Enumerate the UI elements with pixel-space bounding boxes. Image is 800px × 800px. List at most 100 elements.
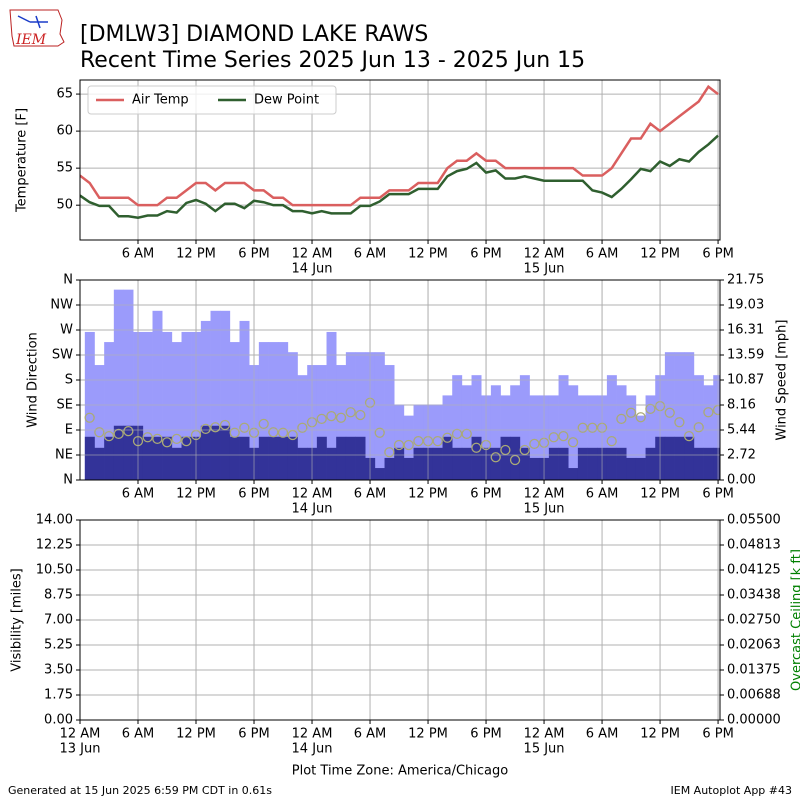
bar <box>200 425 211 480</box>
y-tick-label: 14.00 <box>36 513 73 528</box>
y-tick-label: 50 <box>56 198 73 213</box>
y-tick-label: 65 <box>56 87 73 102</box>
bar <box>316 436 327 480</box>
bar <box>152 310 163 480</box>
bar <box>123 289 134 480</box>
plot-frame <box>79 279 721 481</box>
direction-point <box>171 433 182 445</box>
bar <box>220 425 231 480</box>
bar <box>461 447 472 480</box>
y-tick-label: E <box>65 423 73 438</box>
bar <box>403 415 414 480</box>
y2-axis-label: Overcast Ceiling [k ft] <box>790 549 800 691</box>
legend-label: Dew Point <box>254 93 319 108</box>
y2-tick-label: 0.04813 <box>727 538 781 553</box>
direction-point <box>451 428 463 440</box>
bar <box>413 447 424 480</box>
bar <box>674 436 685 480</box>
y-tick-label: NE <box>55 448 73 463</box>
y-axis-label: Visibility [miles] <box>10 568 25 671</box>
bar <box>142 436 153 480</box>
direction-point <box>123 425 134 437</box>
bar <box>345 436 356 480</box>
title: [DMLW3] DIAMOND LAKE RAWS <box>80 22 428 47</box>
x-tick-label: 12 AM <box>524 487 565 502</box>
bar <box>500 436 511 480</box>
x-tick-label: 6 PM <box>702 247 733 262</box>
bar <box>432 447 443 480</box>
bar <box>278 436 289 480</box>
bar <box>258 436 269 480</box>
x-tick-label: 6 AM <box>586 487 619 502</box>
direction-point <box>442 432 453 443</box>
x-tick-label: 6 PM <box>470 247 501 262</box>
bar <box>432 404 443 480</box>
bar <box>152 436 163 480</box>
y-tick-label: NW <box>50 298 73 313</box>
y-tick-label: 12.25 <box>36 538 73 553</box>
direction-point <box>268 427 279 438</box>
bar <box>548 447 559 480</box>
line-series <box>80 134 719 220</box>
bar <box>664 436 675 480</box>
y-tick-label: N <box>63 273 73 288</box>
x-tick-label: 6 AM <box>354 727 387 742</box>
y-tick-label: S <box>65 373 73 388</box>
bar <box>510 385 521 480</box>
y2-tick-label: 2.72 <box>727 448 756 463</box>
bar <box>606 447 617 480</box>
y2-tick-label: 0.03438 <box>727 588 781 603</box>
bar <box>452 447 463 480</box>
bar <box>635 457 646 480</box>
y-tick-label: N <box>63 473 73 488</box>
bar <box>239 320 250 480</box>
y2-tick-label: 0.04125 <box>727 563 781 578</box>
x-tick-label: 6 AM <box>586 727 619 742</box>
bar <box>645 395 656 480</box>
bar <box>181 331 192 480</box>
direction-point <box>200 423 211 435</box>
direction-point <box>635 412 646 423</box>
bar <box>413 404 424 480</box>
direction-point <box>239 422 250 433</box>
direction-point <box>258 418 269 430</box>
x-tick-label: 12 AM <box>60 727 101 742</box>
y2-tick-label: 13.59 <box>727 348 764 363</box>
bar <box>355 352 366 480</box>
bar <box>384 365 395 480</box>
x-tick-label: 12 PM <box>176 487 216 502</box>
direction-point <box>384 447 395 458</box>
x-tick-label: 12 PM <box>640 247 680 262</box>
y-tick-label: 10.50 <box>36 563 73 578</box>
plot-frame <box>79 519 721 721</box>
direction-point <box>94 427 105 438</box>
bar <box>171 447 182 480</box>
direction-point <box>161 437 173 448</box>
direction-point <box>625 407 637 418</box>
bar <box>713 375 720 480</box>
bar <box>703 447 714 480</box>
bar <box>316 365 327 480</box>
bar <box>635 415 646 480</box>
y-axis-label: Temperature [F] <box>15 108 30 213</box>
logo-lines <box>17 15 48 29</box>
bar <box>94 447 105 480</box>
y-tick-label: 5.25 <box>44 638 73 653</box>
x-tick-label: 12 PM <box>640 727 680 742</box>
bar <box>297 375 308 480</box>
direction-point <box>432 435 443 447</box>
x-tick-label: 6 PM <box>702 487 733 502</box>
direction-point <box>277 427 289 438</box>
y2-tick-label: 0.05500 <box>727 513 781 528</box>
bar <box>104 436 115 480</box>
plot-area <box>80 84 719 220</box>
x-tick-label: 6 AM <box>354 487 387 502</box>
bar <box>548 395 559 480</box>
direction-point <box>403 439 414 451</box>
x-tick-label: 12 AM <box>292 247 333 262</box>
bar <box>297 447 308 480</box>
direction-point <box>181 435 192 447</box>
bar <box>703 385 714 480</box>
bar <box>519 447 530 480</box>
y2-tick-label: 16.31 <box>727 323 764 338</box>
